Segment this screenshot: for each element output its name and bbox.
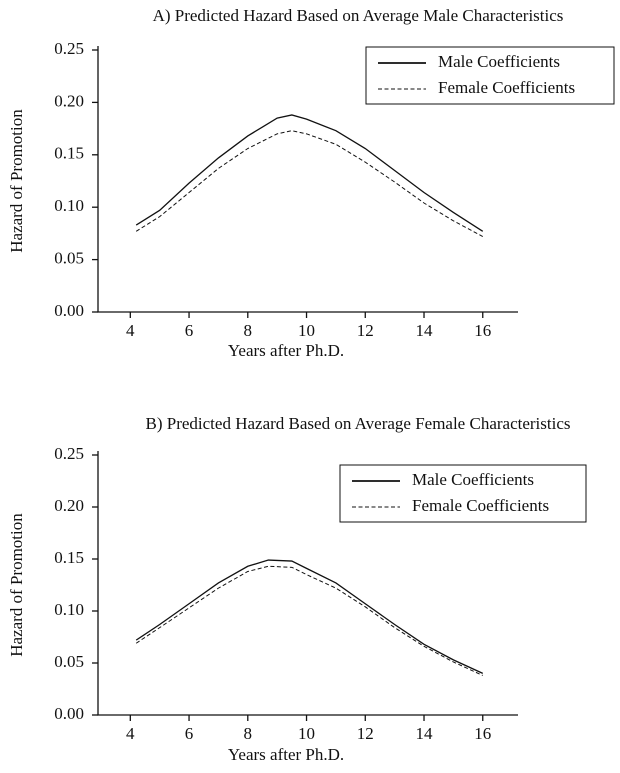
y-tick-label: 0.15 bbox=[54, 548, 84, 567]
x-tick-label: 12 bbox=[357, 321, 374, 340]
series-line bbox=[135, 565, 483, 676]
plot: B) Predicted Hazard Based on Average Fem… bbox=[7, 414, 587, 764]
series-line bbox=[135, 559, 484, 674]
y-tick-label: 0.25 bbox=[54, 39, 84, 58]
x-tick-label: 10 bbox=[298, 321, 315, 340]
x-tick-label: 6 bbox=[185, 321, 194, 340]
x-tick-label: 6 bbox=[185, 724, 194, 743]
plot: A) Predicted Hazard Based on Average Mal… bbox=[7, 6, 615, 360]
y-tick-label: 0.00 bbox=[54, 301, 84, 320]
y-axis-label: Hazard of Promotion bbox=[7, 109, 26, 253]
y-axis-label: Hazard of Promotion bbox=[7, 513, 26, 657]
legend: Male Coefficients Female Coefficients bbox=[339, 464, 587, 523]
y-tick-label: 0.25 bbox=[54, 444, 84, 463]
y-tick-label: 0.05 bbox=[54, 249, 84, 268]
legend-box bbox=[339, 464, 587, 523]
series-line bbox=[135, 114, 484, 232]
x-tick-label: 16 bbox=[474, 724, 491, 743]
x-tick-label: 14 bbox=[416, 724, 434, 743]
x-tick-label: 16 bbox=[474, 321, 491, 340]
y-tick-label: 0.10 bbox=[54, 600, 84, 619]
x-tick-label: 8 bbox=[244, 321, 253, 340]
y-tick-label: 0.05 bbox=[54, 652, 84, 671]
y-tick-label: 0.00 bbox=[54, 704, 84, 723]
legend-label: Female Coefficients bbox=[438, 78, 575, 97]
x-tick-label: 14 bbox=[416, 321, 434, 340]
legend-box bbox=[365, 46, 615, 105]
x-tick-label: 4 bbox=[126, 724, 135, 743]
legend-label: Male Coefficients bbox=[412, 470, 534, 489]
series-line bbox=[135, 130, 483, 237]
y-tick-label: 0.20 bbox=[54, 496, 84, 515]
x-tick-label: 12 bbox=[357, 724, 374, 743]
legend: Male Coefficients Female Coefficients bbox=[365, 46, 615, 105]
legend-label: Female Coefficients bbox=[412, 496, 549, 515]
x-tick-label: 4 bbox=[126, 321, 135, 340]
y-tick-label: 0.20 bbox=[54, 91, 84, 110]
x-axis-label: Years after Ph.D. bbox=[228, 341, 344, 360]
legend-label: Male Coefficients bbox=[438, 52, 560, 71]
chart-title: B) Predicted Hazard Based on Average Fem… bbox=[146, 414, 571, 433]
x-tick-label: 10 bbox=[298, 724, 315, 743]
chart-title: A) Predicted Hazard Based on Average Mal… bbox=[153, 6, 564, 25]
x-axis-label: Years after Ph.D. bbox=[228, 745, 344, 764]
y-tick-label: 0.10 bbox=[54, 196, 84, 215]
x-tick-label: 8 bbox=[244, 724, 253, 743]
y-tick-label: 0.15 bbox=[54, 144, 84, 163]
